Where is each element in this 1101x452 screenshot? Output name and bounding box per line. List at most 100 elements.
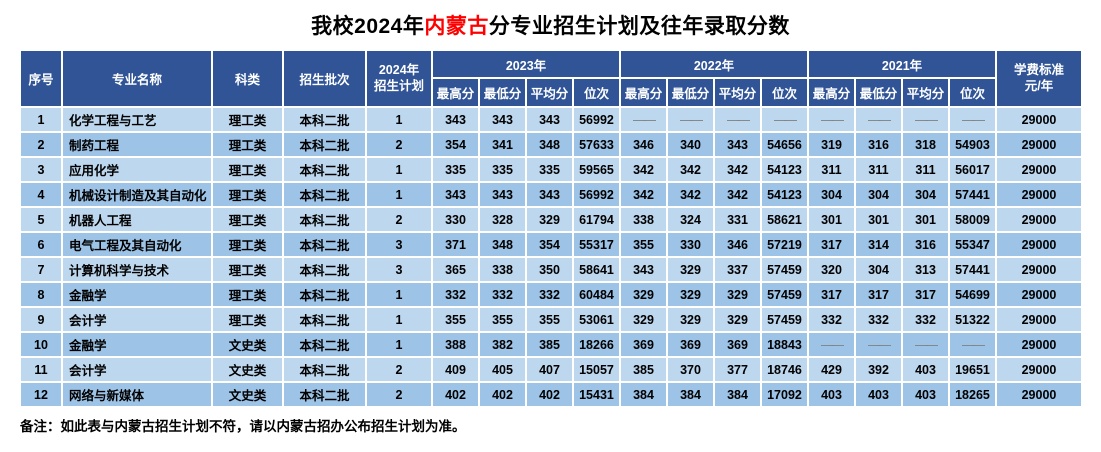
y2022-avg: 337 xyxy=(713,256,762,283)
y2023-max: 354 xyxy=(431,131,480,158)
header-2021-max: 最高分 xyxy=(807,77,856,108)
y2021-max: 332 xyxy=(807,306,856,333)
title-suffix: 分专业招生计划及往年录取分数 xyxy=(488,15,790,38)
y2021-avg: 318 xyxy=(901,131,950,158)
y2022-min: 329 xyxy=(666,306,715,333)
header-2022-rank: 位次 xyxy=(760,77,809,108)
tuition: 29000 xyxy=(995,281,1083,308)
table-header: 序号 专业名称 科类 招生批次 2024年 招生计划 2023年 2022年 2… xyxy=(19,49,1083,108)
admission-batch: 本科二批 xyxy=(282,356,367,383)
y2021-avg: —— xyxy=(901,106,950,133)
y2023-avg: 355 xyxy=(525,306,574,333)
header-2022-avg: 平均分 xyxy=(713,77,762,108)
y2023-min: 335 xyxy=(478,156,527,183)
row-index: 3 xyxy=(19,156,63,183)
y2021-avg: 403 xyxy=(901,356,950,383)
y2022-avg: —— xyxy=(713,106,762,133)
tuition: 29000 xyxy=(995,181,1083,208)
row-index: 5 xyxy=(19,206,63,233)
y2023-rank: 59565 xyxy=(572,156,621,183)
header-2023-avg: 平均分 xyxy=(525,77,574,108)
admissions-table: 序号 专业名称 科类 招生批次 2024年 招生计划 2023年 2022年 2… xyxy=(19,49,1083,408)
y2022-max: 384 xyxy=(619,381,668,408)
plan-2024: 2 xyxy=(365,206,433,233)
header-category: 科类 xyxy=(211,49,284,108)
y2022-min: 324 xyxy=(666,206,715,233)
y2021-min: —— xyxy=(854,331,903,358)
y2022-min: 369 xyxy=(666,331,715,358)
y2023-max: 371 xyxy=(431,231,480,258)
subject-category: 理工类 xyxy=(211,256,284,283)
y2023-max: 355 xyxy=(431,306,480,333)
y2021-max: 301 xyxy=(807,206,856,233)
subject-category: 理工类 xyxy=(211,281,284,308)
y2023-avg: 407 xyxy=(525,356,574,383)
table-body: 1 化学工程与工艺 理工类 本科二批 1 343 343 343 56992 —— —— —— —— ——… xyxy=(19,106,1083,408)
tuition: 29000 xyxy=(995,356,1083,383)
row-index: 6 xyxy=(19,231,63,258)
y2022-min: 330 xyxy=(666,231,715,258)
header-year-2023: 2023年 xyxy=(431,49,621,79)
header-index: 序号 xyxy=(19,49,63,108)
header-year-2022: 2022年 xyxy=(619,49,809,79)
header-batch: 招生批次 xyxy=(282,49,367,108)
admission-batch: 本科二批 xyxy=(282,281,367,308)
major-name: 应用化学 xyxy=(61,156,213,183)
subject-category: 理工类 xyxy=(211,156,284,183)
y2023-min: 341 xyxy=(478,131,527,158)
y2022-rank: 54656 xyxy=(760,131,809,158)
plan-2024: 1 xyxy=(365,156,433,183)
tuition: 29000 xyxy=(995,131,1083,158)
y2023-avg: 348 xyxy=(525,131,574,158)
y2023-max: 343 xyxy=(431,181,480,208)
admission-batch: 本科二批 xyxy=(282,256,367,283)
admission-batch: 本科二批 xyxy=(282,106,367,133)
y2022-rank: 57459 xyxy=(760,306,809,333)
y2023-min: 382 xyxy=(478,331,527,358)
plan-2024: 1 xyxy=(365,331,433,358)
y2023-avg: 350 xyxy=(525,256,574,283)
header-tuition: 学费标准 元/年 xyxy=(995,49,1083,108)
y2021-avg: —— xyxy=(901,331,950,358)
tuition: 29000 xyxy=(995,306,1083,333)
y2022-max: 355 xyxy=(619,231,668,258)
y2023-max: 365 xyxy=(431,256,480,283)
y2022-max: 385 xyxy=(619,356,668,383)
y2023-max: 335 xyxy=(431,156,480,183)
major-name: 制药工程 xyxy=(61,131,213,158)
y2021-min: 304 xyxy=(854,256,903,283)
y2022-avg: 329 xyxy=(713,306,762,333)
y2021-rank: 18265 xyxy=(948,381,997,408)
y2022-max: 342 xyxy=(619,181,668,208)
y2023-avg: 343 xyxy=(525,106,574,133)
y2021-rank: 54699 xyxy=(948,281,997,308)
y2021-rank: 55347 xyxy=(948,231,997,258)
admission-batch: 本科二批 xyxy=(282,306,367,333)
y2021-rank: —— xyxy=(948,331,997,358)
y2021-min: 311 xyxy=(854,156,903,183)
y2022-rank: 18843 xyxy=(760,331,809,358)
page-title: 我校2024年内蒙古分专业招生计划及往年录取分数 xyxy=(0,0,1101,40)
title-prefix: 我校2024年 xyxy=(311,15,425,38)
y2022-avg: 369 xyxy=(713,331,762,358)
y2021-avg: 332 xyxy=(901,306,950,333)
row-index: 4 xyxy=(19,181,63,208)
y2022-max: 343 xyxy=(619,256,668,283)
y2022-avg: 346 xyxy=(713,231,762,258)
y2021-max: 304 xyxy=(807,181,856,208)
y2022-rank: 57459 xyxy=(760,281,809,308)
header-2023-rank: 位次 xyxy=(572,77,621,108)
y2022-min: 384 xyxy=(666,381,715,408)
y2023-rank: 61794 xyxy=(572,206,621,233)
table-row: 2 制药工程 理工类 本科二批 2 354 341 348 57633 346 340 343 5465… xyxy=(19,131,1083,158)
y2023-min: 343 xyxy=(478,106,527,133)
plan-2024: 2 xyxy=(365,381,433,408)
y2022-rank: 17092 xyxy=(760,381,809,408)
y2023-rank: 58641 xyxy=(572,256,621,283)
subject-category: 理工类 xyxy=(211,306,284,333)
y2021-min: —— xyxy=(854,106,903,133)
plan-2024: 1 xyxy=(365,181,433,208)
plan-2024: 2 xyxy=(365,131,433,158)
y2023-min: 348 xyxy=(478,231,527,258)
